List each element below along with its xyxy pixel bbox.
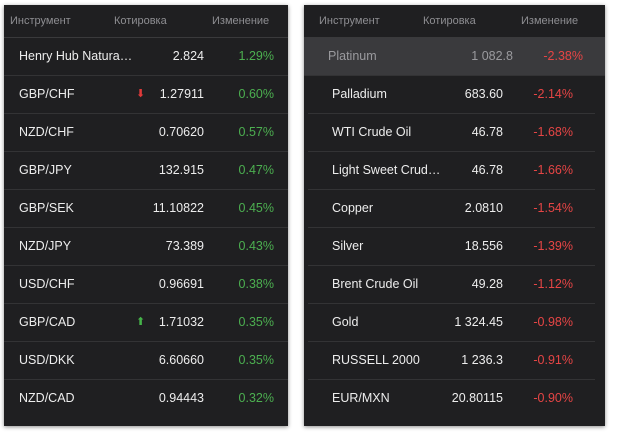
table-row[interactable]: EUR/MXN 20.80115 -0.90% — [308, 380, 595, 417]
table-row[interactable]: Silver 18.556 -1.39% — [308, 228, 595, 266]
arrow-down-icon: ⬇ — [136, 88, 146, 100]
change-value: -1.66% — [533, 163, 573, 177]
change-value: 0.32% — [238, 391, 274, 405]
table-row[interactable]: NZD/CHF 0.70620 0.57% — [4, 114, 288, 152]
change-value: 0.45% — [238, 201, 274, 215]
table-row[interactable]: RUSSELL 2000 1 236.3 -0.91% — [308, 342, 595, 380]
quote-value: 0.96691 — [158, 277, 204, 291]
table-header: Инструмент Котировка Изменение — [4, 5, 288, 38]
quote-value: 1 082.8 — [471, 49, 513, 63]
quote-value: 18.556 — [464, 239, 503, 253]
change-value: 0.35% — [238, 353, 274, 367]
table-row[interactable]: Light Sweet Crud… 46.78 -1.66% — [308, 152, 595, 190]
quote-value: 46.78 — [471, 163, 503, 177]
table-row[interactable]: Platinum 1 082.8 -2.38% — [304, 38, 605, 76]
losers-table: Инструмент Котировка Изменение Platinum 1… — [304, 5, 605, 426]
change-value: -1.39% — [533, 239, 573, 253]
header-change[interactable]: Изменение — [212, 15, 270, 27]
quote-value: 11.10822 — [152, 201, 204, 215]
quote-value: 2.824 — [172, 49, 204, 63]
header-instrument[interactable]: Инструмент — [10, 15, 71, 27]
change-value: 1.29% — [238, 49, 274, 63]
change-value: 0.43% — [238, 239, 274, 253]
quote-value: 2.0810 — [464, 201, 503, 215]
table-body: Platinum 1 082.8 -2.38% Palladium 683.60 -2.1… — [304, 38, 605, 417]
change-value: -0.91% — [533, 353, 573, 367]
table-row[interactable]: GBP/JPY 132.915 0.47% — [4, 152, 288, 190]
gainers-table: Инструмент Котировка Изменение Henry Hub… — [4, 5, 288, 426]
change-value: -0.90% — [533, 391, 573, 405]
table-row[interactable]: USD/CHF 0.96691 0.38% — [4, 266, 288, 304]
quote-value: 132.915 — [158, 163, 204, 177]
header-quote[interactable]: Котировка — [423, 15, 476, 27]
header-instrument[interactable]: Инструмент — [319, 15, 380, 27]
table-row[interactable]: Copper 2.0810 -1.54% — [308, 190, 595, 228]
quote-value: 73.389 — [165, 239, 204, 253]
quote-value: 49.28 — [471, 277, 503, 291]
table-header: Инструмент Котировка Изменение — [304, 5, 605, 38]
table-row[interactable]: Palladium 683.60 -2.14% — [308, 76, 595, 114]
quote-value: 683.60 — [464, 87, 503, 101]
table-row[interactable]: Henry Hub Natura… 2.824 1.29% — [4, 38, 288, 76]
change-value: 0.35% — [238, 315, 274, 329]
table-row[interactable]: GBP/SEK 11.10822 0.45% — [4, 190, 288, 228]
instrument-name[interactable]: Platinum — [328, 49, 377, 63]
quote-value: 1.27911 — [159, 87, 204, 101]
header-change[interactable]: Изменение — [521, 15, 579, 27]
change-value: 0.38% — [238, 277, 274, 291]
quote-value: 20.80115 — [451, 391, 503, 405]
change-value: -1.12% — [533, 277, 573, 291]
quote-value: 46.78 — [471, 125, 503, 139]
quote-value: 0.94443 — [158, 391, 204, 405]
quote-value: 1 324.45 — [454, 315, 503, 329]
change-value: 0.47% — [238, 163, 274, 177]
arrow-up-icon: ⬆ — [136, 316, 146, 328]
change-value: -2.38% — [543, 49, 583, 63]
change-value: -0.98% — [533, 315, 573, 329]
table-row[interactable]: NZD/CAD 0.94443 0.32% — [4, 380, 288, 417]
quote-value: 1 236.3 — [461, 353, 503, 367]
change-value: -2.14% — [533, 87, 573, 101]
table-row[interactable]: WTI Crude Oil 46.78 -1.68% — [308, 114, 595, 152]
table-row[interactable]: GBP/CHF ⬇ 1.27911 0.60% — [4, 76, 288, 114]
change-value: -1.54% — [533, 201, 573, 215]
table-body: Henry Hub Natura… 2.824 1.29% GBP/CHF ⬇ 1.279… — [4, 38, 288, 417]
change-value: 0.57% — [238, 125, 274, 139]
table-row[interactable]: Gold 1 324.45 -0.98% — [308, 304, 595, 342]
table-row[interactable]: Brent Crude Oil 49.28 -1.12% — [308, 266, 595, 304]
change-value: -1.68% — [533, 125, 573, 139]
table-row[interactable]: NZD/JPY 73.389 0.43% — [4, 228, 288, 266]
header-quote[interactable]: Котировка — [114, 15, 167, 27]
change-value: 0.60% — [238, 87, 274, 101]
quote-value: 1.71032 — [158, 315, 204, 329]
table-row[interactable]: USD/DKK 6.60660 0.35% — [4, 342, 288, 380]
table-row[interactable]: GBP/CAD ⬆ 1.71032 0.35% — [4, 304, 288, 342]
quote-value: 0.70620 — [158, 125, 204, 139]
quote-value: 6.60660 — [158, 353, 204, 367]
